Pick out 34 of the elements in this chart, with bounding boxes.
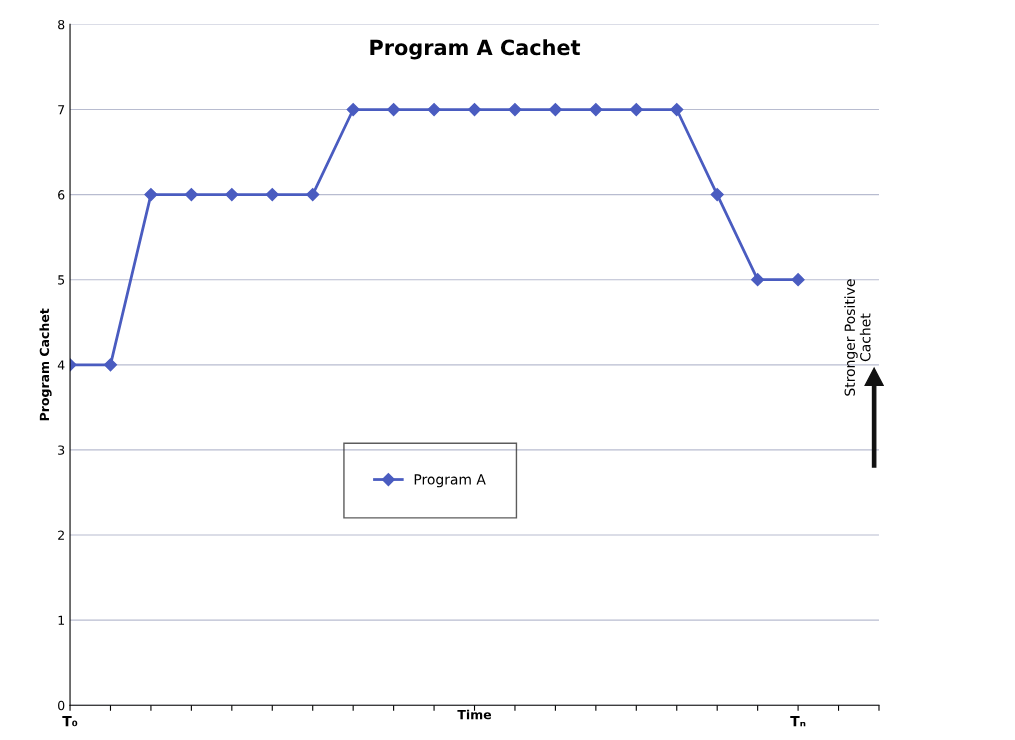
point <box>103 358 118 372</box>
y-tick-label: 8 <box>58 19 65 30</box>
point <box>144 188 158 202</box>
x-tick-label: Tₙ <box>790 716 806 727</box>
point <box>306 188 320 202</box>
point <box>225 188 239 202</box>
point <box>548 102 562 117</box>
point <box>670 102 684 117</box>
point <box>751 273 765 287</box>
point <box>508 102 522 117</box>
point <box>791 273 805 287</box>
point <box>589 102 603 117</box>
point <box>184 188 198 202</box>
x-axis-title: Time <box>457 709 492 720</box>
point <box>387 102 401 117</box>
point <box>467 102 482 117</box>
y-tick-label: 1 <box>58 615 65 625</box>
x-tick-label: T₀ <box>62 716 78 727</box>
y-tick-label: 7 <box>58 105 65 115</box>
point <box>265 188 279 202</box>
y-axis-title: Program Cachet <box>39 308 52 421</box>
y-tick-label: 3 <box>58 445 65 455</box>
y-tick-label: 4 <box>57 360 65 370</box>
point <box>346 102 360 117</box>
point <box>427 102 441 117</box>
y-tick-label: 5 <box>58 275 65 285</box>
y-tick-label: 0 <box>58 700 65 711</box>
point <box>710 188 724 202</box>
text: Program A Cachet <box>370 39 581 60</box>
annotation: Stronger Positive Cachet <box>844 279 871 396</box>
y-tick-label: 2 <box>58 530 64 540</box>
point <box>629 102 643 117</box>
y-tick-label: 6 <box>58 190 65 200</box>
legend-label: Program A <box>414 474 486 488</box>
